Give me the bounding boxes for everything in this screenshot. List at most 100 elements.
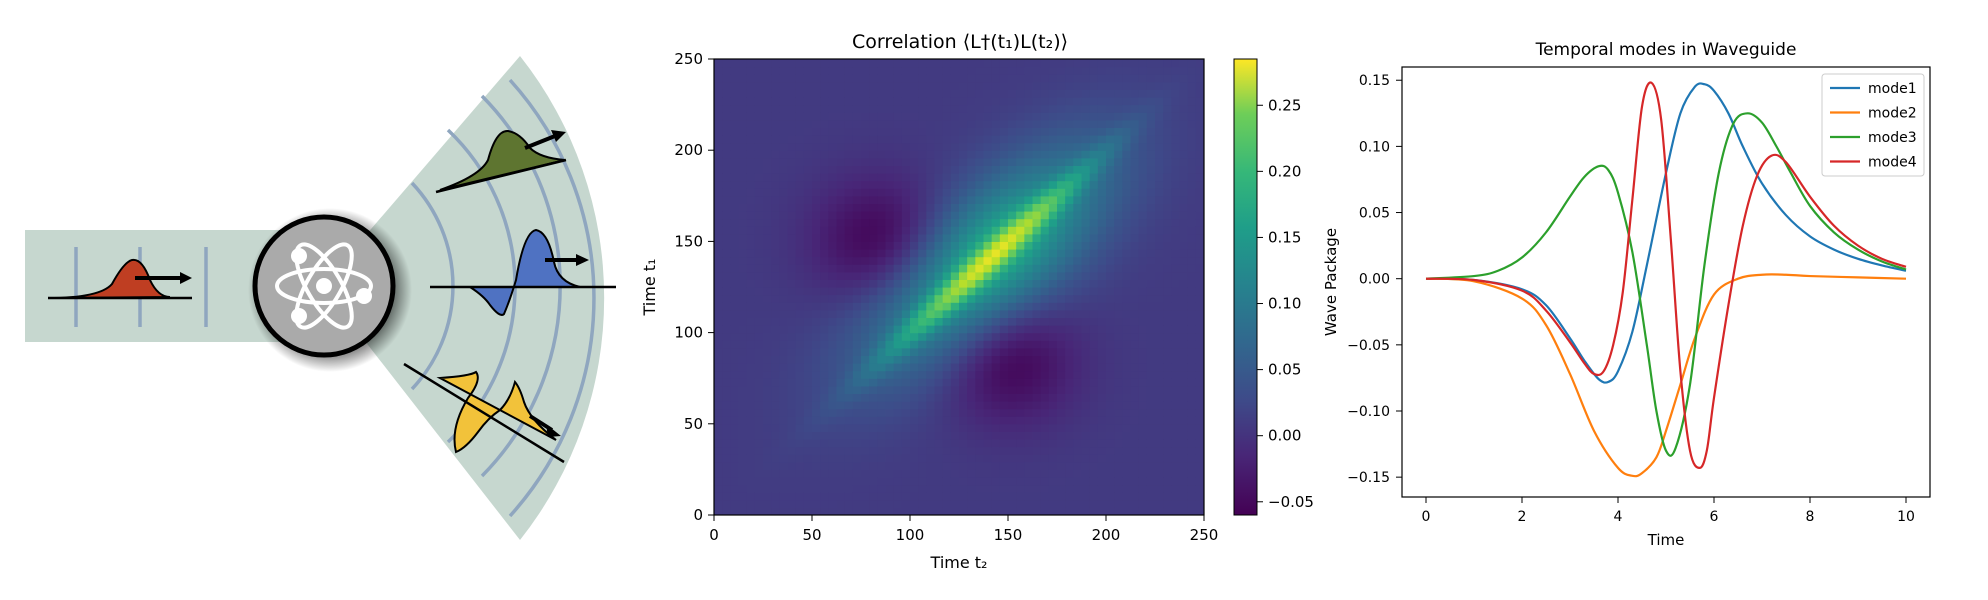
heatmap-cell [1146, 195, 1156, 204]
heatmap-cell [926, 249, 936, 258]
heatmap-cell [1073, 264, 1083, 273]
heatmap-cell [1155, 309, 1164, 318]
heatmap-cell [730, 104, 740, 113]
heatmap-cell [991, 157, 1001, 166]
heatmap-cell [1114, 416, 1123, 425]
heatmap-cell [926, 355, 936, 364]
heatmap-cell [934, 309, 944, 318]
heatmap-cell [1008, 477, 1017, 486]
heatmap-cell [746, 218, 756, 227]
heatmap-cell [1065, 89, 1074, 98]
heatmap-cell [746, 226, 756, 235]
heatmap-cell [812, 89, 821, 98]
heatmap-cell [999, 355, 1009, 364]
heatmap-cell [1155, 142, 1164, 151]
heatmap-cell [1106, 340, 1115, 349]
heatmap-cell [869, 233, 878, 242]
heatmap-cell [1138, 363, 1148, 372]
heatmap-cell [1171, 119, 1181, 128]
heatmap-cell [763, 256, 772, 265]
heatmap-cell [1179, 408, 1189, 417]
heatmap-cell [1155, 256, 1164, 265]
heatmap-cell [746, 484, 756, 493]
heatmap-cell [959, 446, 968, 455]
heatmap-cell [714, 218, 723, 227]
heatmap-cell [950, 507, 960, 515]
heatmap-cell [1114, 332, 1123, 341]
heatmap-cell [1008, 271, 1017, 280]
heatmap-cell [950, 89, 960, 98]
heatmap-cell [893, 59, 903, 68]
heatmap-cell [795, 264, 805, 273]
heatmap-cell [1040, 211, 1050, 220]
heatmap-cell [836, 142, 846, 151]
heatmap-cell [869, 195, 878, 204]
heatmap-cell [1195, 347, 1204, 356]
heatmap-cell [1130, 74, 1140, 83]
heatmap-cell [779, 393, 789, 402]
heatmap-cell [918, 119, 927, 128]
heatmap-cell [934, 195, 944, 204]
heatmap-cell [1106, 241, 1115, 250]
heatmap-cell [746, 401, 756, 410]
heatmap-cell [795, 119, 805, 128]
heatmap-cell [999, 484, 1009, 493]
heatmap-cell [763, 66, 772, 75]
heatmap-cell [836, 112, 846, 121]
heatmap-cell [934, 378, 944, 387]
heatmap-cell [1146, 188, 1156, 197]
heatmap-cell [1146, 408, 1156, 417]
heatmap-cell [950, 195, 960, 204]
heatmap-cell [730, 279, 740, 288]
heatmap-cell [877, 317, 887, 326]
heatmap-cell [975, 112, 985, 121]
heatmap-cell [820, 302, 829, 311]
heatmap-cell [820, 218, 829, 227]
heatmap-cell [910, 150, 919, 159]
heatmap-cell [967, 423, 976, 432]
heatmap-cell [1024, 180, 1034, 189]
heatmap-cell [852, 484, 862, 493]
heatmap-cell [1097, 241, 1107, 250]
heatmap-cell [861, 218, 870, 227]
heatmap-cell [1089, 89, 1099, 98]
heatmap-cell [877, 74, 887, 83]
heatmap-cell [1040, 477, 1050, 486]
heatmap-cell [885, 401, 895, 410]
heatmap-cell [869, 142, 878, 151]
heatmap-cell [828, 112, 838, 121]
heatmap-cell [901, 97, 911, 106]
heatmap-cell [861, 241, 870, 250]
heatmap-cell [730, 401, 740, 410]
heatmap-cell [1073, 347, 1083, 356]
heatmap-cell [975, 157, 985, 166]
heatmap-cell [1048, 287, 1058, 296]
heatmap-cell [901, 74, 911, 83]
heatmap-cell [836, 74, 846, 83]
heatmap-cell [999, 188, 1009, 197]
heatmap-cell [836, 439, 846, 448]
heatmap-cell [746, 294, 756, 303]
heatmap-cell [1024, 226, 1034, 235]
heatmap-cell [959, 97, 968, 106]
heatmap-cell [1016, 287, 1025, 296]
heatmap-cell [779, 233, 789, 242]
heatmap-cell [763, 461, 772, 470]
heatmap-cell [828, 461, 838, 470]
heatmap-cell [714, 150, 723, 159]
heatmap-cell [967, 264, 976, 273]
heatmap-cell [959, 332, 968, 341]
heatmap-cell [828, 157, 838, 166]
heatmap-cell [1097, 385, 1107, 394]
heatmap-cell [836, 135, 846, 144]
heatmap-cell [975, 271, 985, 280]
heatmap-cell [1065, 279, 1074, 288]
heatmap-cell [869, 203, 878, 212]
heatmap-cell [763, 249, 772, 258]
heatmap-cell [861, 393, 870, 402]
heatmap-cell [975, 363, 985, 372]
heatmap-cell [967, 135, 976, 144]
heatmap-cell [1073, 408, 1083, 417]
heatmap-cell [1130, 408, 1140, 417]
heatmap-cell [901, 271, 911, 280]
